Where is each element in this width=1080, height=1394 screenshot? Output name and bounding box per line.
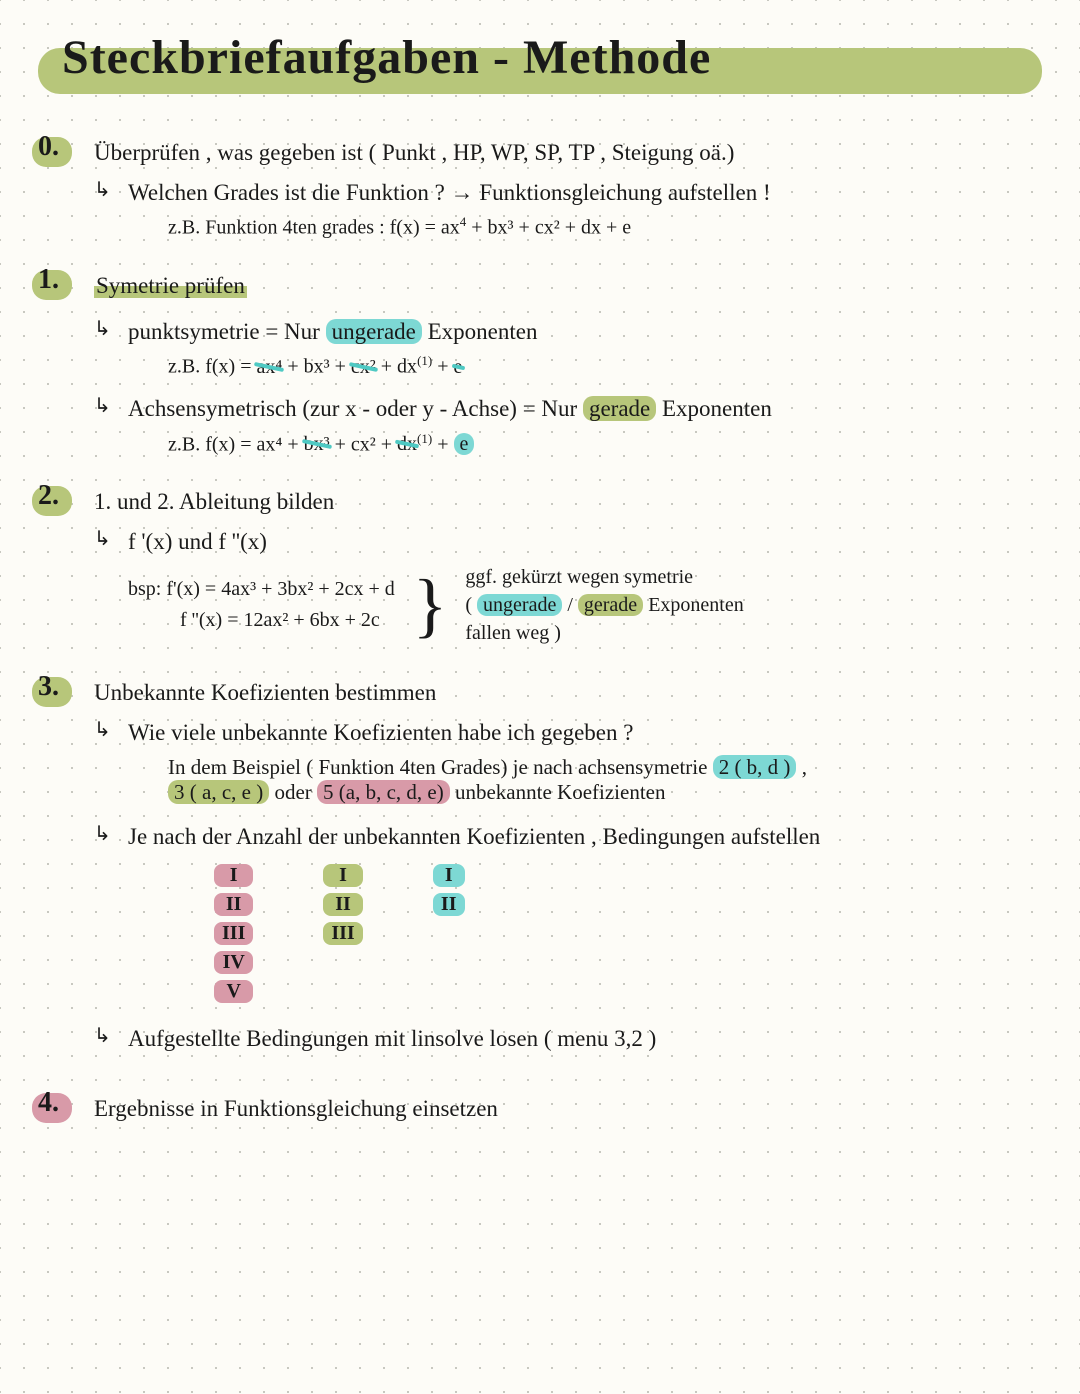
roman: III [214, 922, 253, 945]
roman: I [433, 864, 465, 887]
roman: V [214, 980, 253, 1003]
s2-l1: ↳ f '(x) und f ''(x) [94, 524, 1042, 560]
roman: I [323, 864, 362, 887]
roman: IV [214, 951, 253, 974]
s1-p1: ↳ punktsymetrie = Nur ungerade Exponente… [94, 314, 1042, 350]
step-num: 4. [38, 1087, 59, 1119]
sub-arrow-icon: ↳ [94, 524, 111, 555]
s2-note: ggf. gekürzt wegen symetrie ( ungerade /… [465, 563, 743, 647]
roman: II [323, 893, 362, 916]
sub-arrow-icon: ↳ [94, 314, 111, 345]
step-2: 2. 1. und 2. Ableitung bilden ↳ f '(x) u… [38, 484, 1042, 647]
s3-l4: ↳ Je nach der Anzahl der unbekannten Koe… [94, 819, 1042, 855]
s2-derivatives: bsp: f'(x) = 4ax³ + 3bx² + 2cx + d f ''(… [94, 563, 1042, 647]
s2-d2: f ''(x) = 12ax² + 6bx + 2c [128, 609, 395, 632]
step-num: 3. [38, 671, 59, 703]
sub-arrow-icon: ↳ [94, 391, 111, 422]
s4-head: Ergebnisse in Funktionsgleichung einsetz… [94, 1091, 1042, 1127]
s1-p1-example: z.B. f(x) = ax⁴ + bx³ + cx² + dx(1) + e [94, 353, 1042, 379]
col-green: I II III [323, 864, 362, 1003]
roman: III [323, 922, 362, 945]
s0-example: z.B. Funktion 4ten grades : f(x) = ax4 +… [94, 214, 1042, 240]
step-1: 1. Symetrie prüfen ↳ punktsymetrie = Nur… [38, 268, 1042, 456]
step-num: 1. [38, 264, 59, 296]
s2-head: 1. und 2. Ableitung bilden [94, 484, 1042, 520]
step-0: 0. Überprüfen , was gegeben ist ( Punkt … [38, 135, 1042, 240]
s0-line2: ↳ Welchen Grades ist die Funktion ? → Fu… [94, 175, 1042, 211]
s3-l3: 3 ( a, c, e ) oder 5 (a, b, c, d, e) unb… [94, 780, 1042, 805]
sub-arrow-icon: ↳ [94, 1021, 111, 1052]
s1-p2: ↳ Achsensymetrisch (zur x - oder y - Ach… [94, 391, 1042, 427]
title-block: Steckbriefaufgaben - Methode [38, 30, 1042, 85]
page-title: Steckbriefaufgaben - Methode [38, 30, 1042, 85]
s3-head: Unbekannte Koefizienten bestimmen [94, 675, 1042, 711]
sub-arrow-icon: ↳ [94, 715, 111, 746]
step-4: 4. Ergebnisse in Funktionsgleichung eins… [38, 1091, 1042, 1127]
step-num: 0. [38, 131, 59, 163]
condition-columns: I II III IV V I II III I II [94, 864, 1042, 1003]
s2-d1: bsp: f'(x) = 4ax³ + 3bx² + 2cx + d [128, 578, 395, 601]
s3-l2: In dem Beispiel ( Funktion 4ten Grades) … [94, 755, 1042, 780]
roman: II [214, 893, 253, 916]
s1-p2-example: z.B. f(x) = ax⁴ + bx³ + cx² + dx(1) + e [94, 431, 1042, 457]
s3-l5: ↳ Aufgestellte Bedingungen mit linsolve … [94, 1021, 1042, 1057]
sub-arrow-icon: ↳ [94, 175, 111, 206]
step-num: 2. [38, 480, 59, 512]
roman: I [214, 864, 253, 887]
curly-brace-icon: } [413, 573, 448, 638]
col-teal: I II [433, 864, 465, 1003]
s1-head: Symetrie prüfen [94, 268, 1042, 304]
s0-line1: Überprüfen , was gegeben ist ( Punkt , H… [94, 135, 1042, 171]
s3-l1: ↳ Wie viele unbekannte Koefizienten habe… [94, 715, 1042, 751]
col-pink: I II III IV V [214, 864, 253, 1003]
sub-arrow-icon: ↳ [94, 819, 111, 850]
step-3: 3. Unbekannte Koefizienten bestimmen ↳ W… [38, 675, 1042, 1057]
roman: II [433, 893, 465, 916]
